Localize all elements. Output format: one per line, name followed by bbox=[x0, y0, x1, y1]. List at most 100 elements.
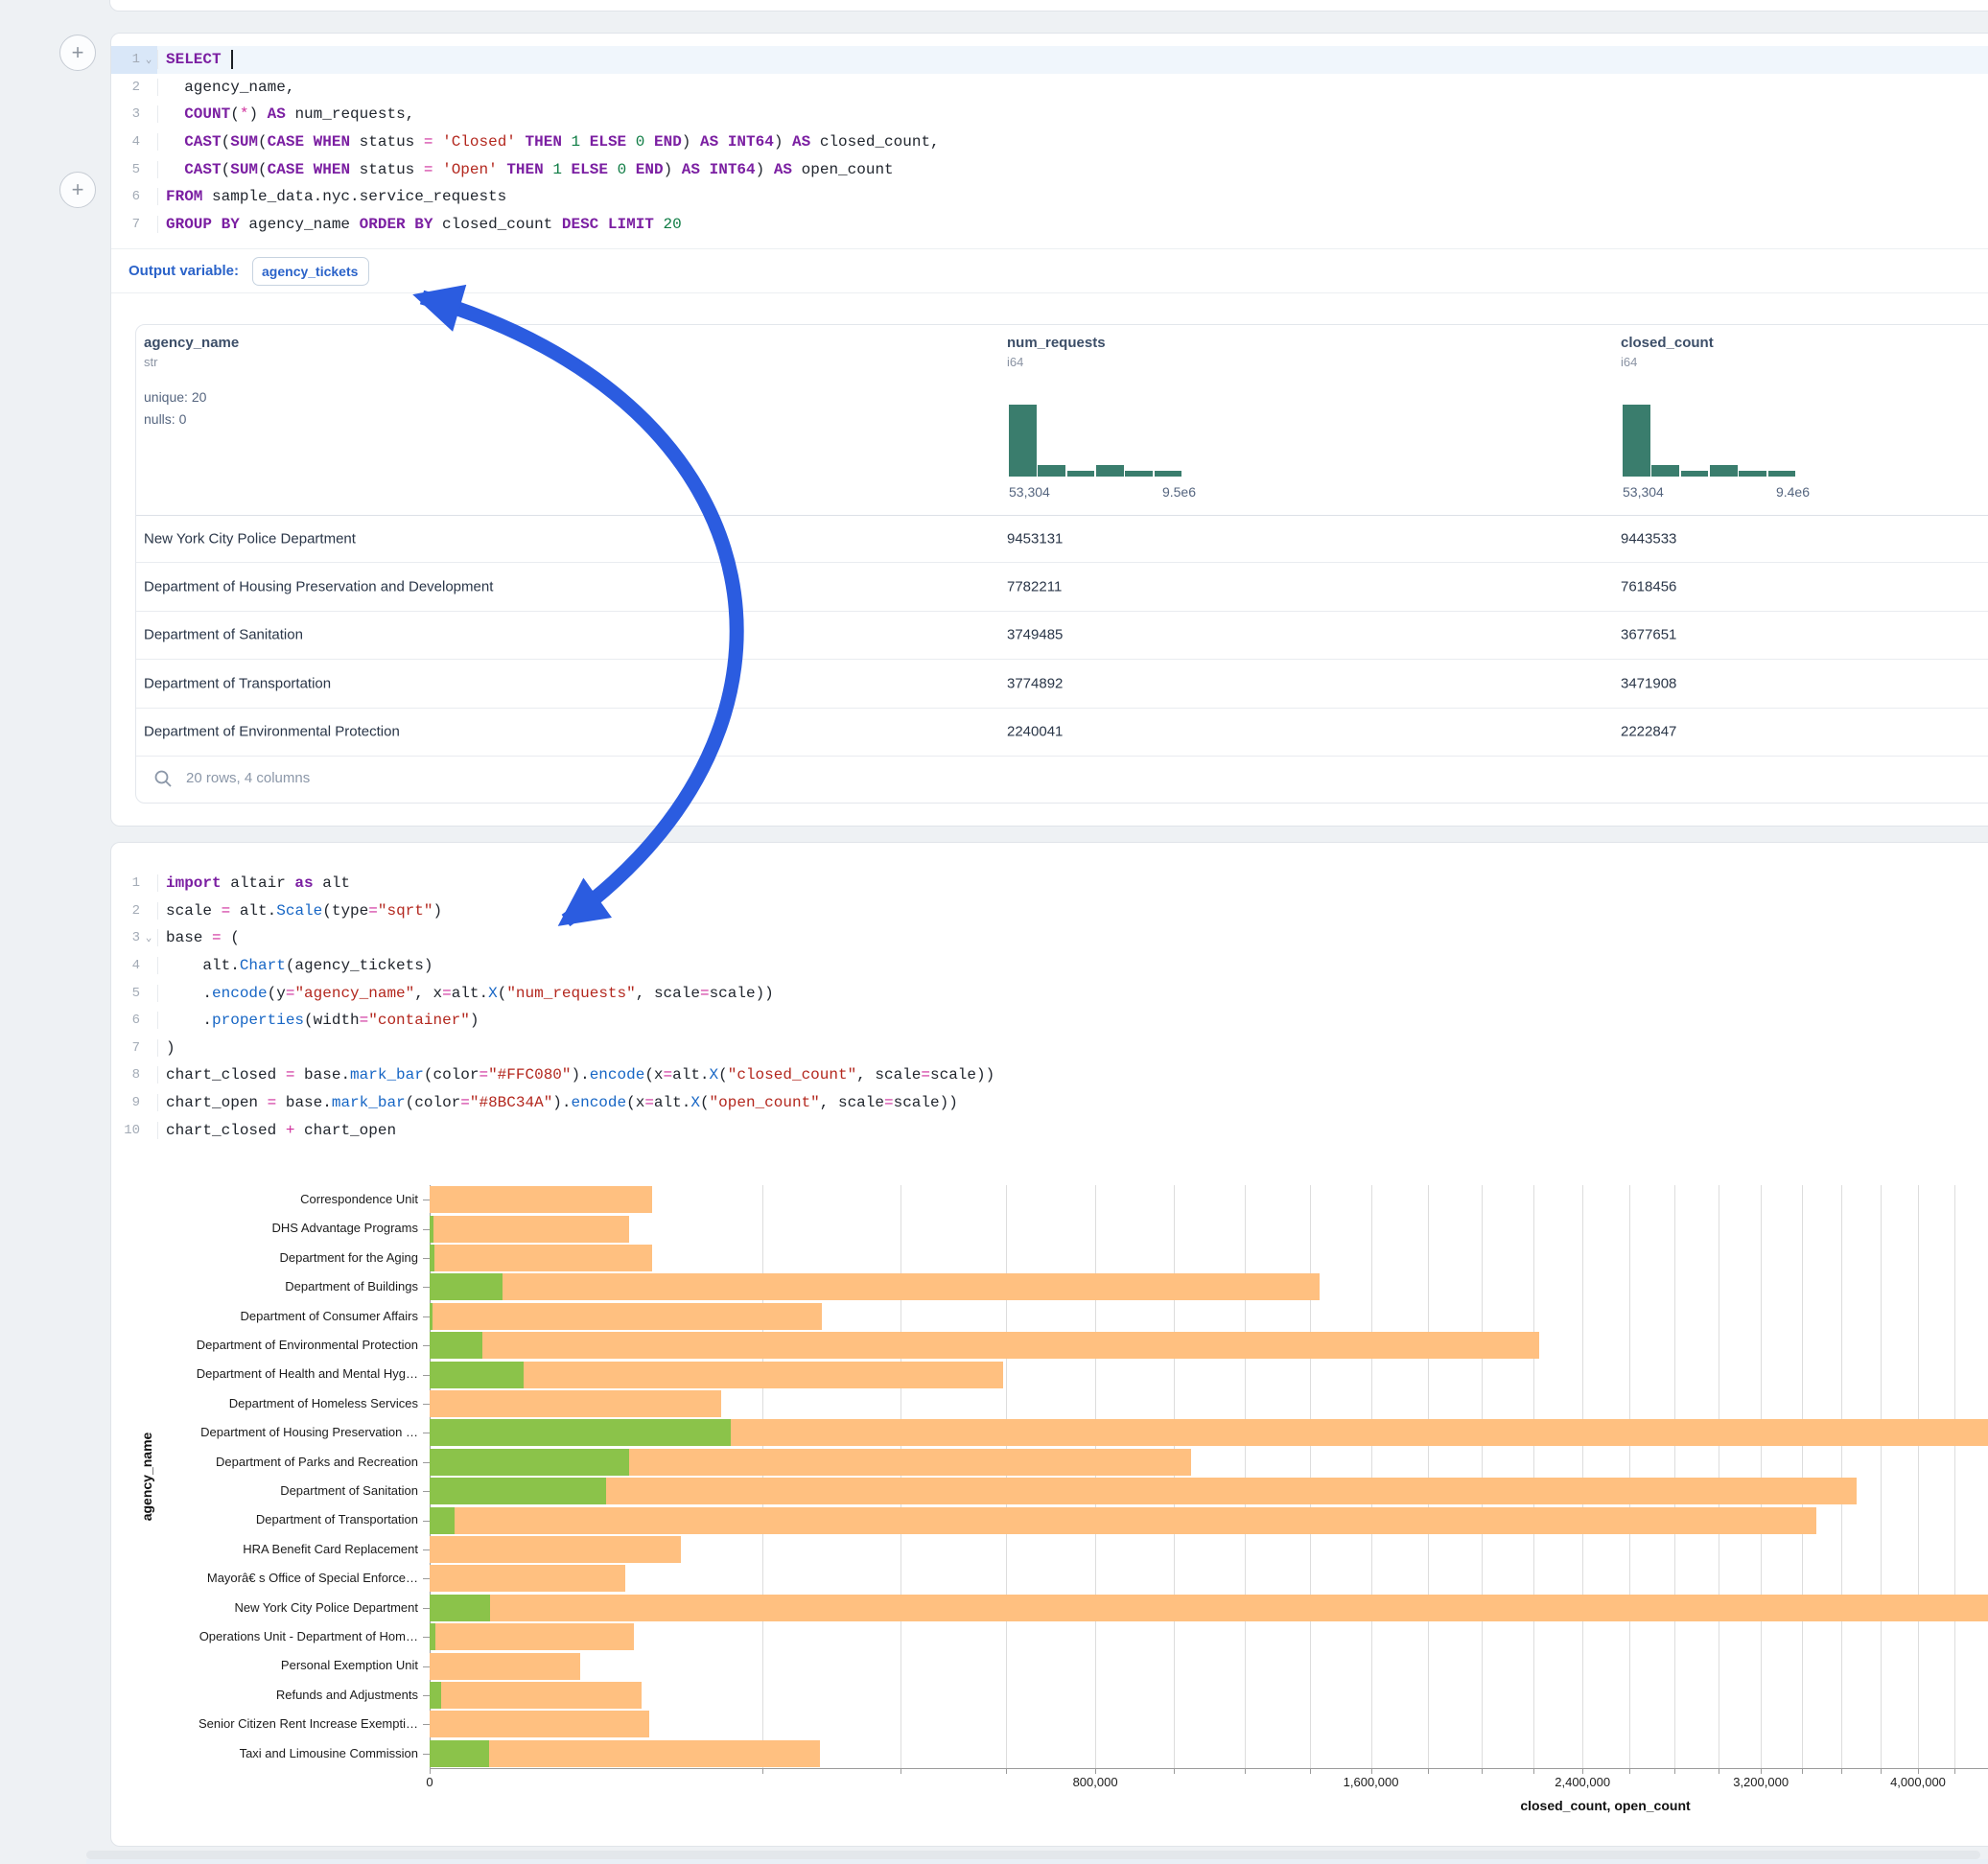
table-row[interactable]: Department of Environmental Protection22… bbox=[136, 709, 1988, 757]
x-axis-title: closed_count, open_count bbox=[1414, 1798, 1797, 1813]
fold-chevron-icon[interactable]: ⌄ bbox=[140, 53, 157, 66]
table-row[interactable]: Department of Housing Preservation and D… bbox=[136, 563, 1988, 611]
bar-open-count[interactable] bbox=[430, 1449, 629, 1476]
table-cell: 3471908 bbox=[1621, 675, 1676, 691]
bar-open-count[interactable] bbox=[430, 1623, 435, 1650]
line-number: 1 bbox=[111, 52, 140, 67]
line-number: 6 bbox=[111, 189, 140, 204]
bar-closed-count[interactable] bbox=[430, 1245, 652, 1271]
bar-open-count[interactable] bbox=[430, 1332, 482, 1359]
row-count-label: 20 rows, 4 columns bbox=[186, 770, 310, 786]
column-type: i64 bbox=[1621, 355, 1714, 369]
gridline bbox=[1533, 1185, 1534, 1768]
bar-open-count[interactable] bbox=[430, 1362, 524, 1388]
gridline bbox=[1428, 1185, 1429, 1768]
histogram-range: 53,3049.4e6 bbox=[1623, 484, 1810, 500]
table-cell: 7618456 bbox=[1621, 579, 1676, 595]
column-header-agency-name[interactable]: agency_name str unique: 20 nulls: 0 bbox=[144, 325, 239, 515]
bar-closed-count[interactable] bbox=[430, 1390, 721, 1417]
code-line[interactable]: 7GROUP BY agency_name ORDER BY closed_co… bbox=[111, 211, 1988, 239]
y-axis-tick bbox=[423, 1404, 430, 1405]
gridline bbox=[1582, 1185, 1583, 1768]
table-cell: New York City Police Department bbox=[144, 530, 356, 547]
gridline bbox=[1482, 1185, 1483, 1768]
bar-closed-count[interactable] bbox=[430, 1186, 652, 1213]
bar-closed-count[interactable] bbox=[430, 1565, 625, 1592]
histogram-closed-count bbox=[1623, 405, 1797, 477]
bar-open-count[interactable] bbox=[430, 1273, 503, 1300]
bar-open-count[interactable] bbox=[430, 1419, 731, 1446]
y-axis-label: Department of Parks and Recreation bbox=[111, 1448, 418, 1477]
code-line[interactable]: 3 COUNT(*) AS num_requests, bbox=[111, 101, 1988, 128]
search-icon[interactable] bbox=[153, 769, 173, 788]
add-cell-button[interactable]: + bbox=[59, 35, 96, 71]
table-row[interactable]: New York City Police Department 9453131 94… bbox=[136, 515, 1988, 563]
code-text: GROUP BY agency_name ORDER BY closed_cou… bbox=[157, 216, 682, 233]
code-line[interactable]: 4 CAST(SUM(CASE WHEN status = 'Closed' T… bbox=[111, 128, 1988, 156]
y-axis-line bbox=[430, 1185, 431, 1768]
y-axis-tick bbox=[423, 1229, 430, 1230]
bar-open-count[interactable] bbox=[430, 1216, 433, 1243]
y-axis-tick bbox=[423, 1375, 430, 1376]
gridline bbox=[1245, 1185, 1246, 1768]
y-axis-label: Correspondence Unit bbox=[111, 1185, 418, 1214]
bar-closed-count[interactable] bbox=[430, 1216, 629, 1243]
bar-open-count[interactable] bbox=[430, 1740, 489, 1767]
y-axis-tick bbox=[423, 1578, 430, 1579]
bar-closed-count[interactable] bbox=[430, 1273, 1320, 1300]
code-line[interactable]: 6FROM sample_data.nyc.service_requests bbox=[111, 183, 1988, 211]
bar-closed-count[interactable] bbox=[430, 1332, 1539, 1359]
column-name: agency_name bbox=[144, 335, 239, 351]
column-type: str bbox=[144, 355, 239, 369]
y-axis-tick bbox=[423, 1666, 430, 1667]
bar-closed-count[interactable] bbox=[430, 1507, 1816, 1534]
y-axis-label: Department of Sanitation bbox=[111, 1477, 418, 1505]
gridline bbox=[1954, 1185, 1955, 1768]
code-text: agency_name, bbox=[157, 79, 294, 96]
bar-open-count[interactable] bbox=[430, 1682, 441, 1709]
code-line[interactable]: 5 CAST(SUM(CASE WHEN status = 'Open' THE… bbox=[111, 155, 1988, 183]
code-line[interactable]: 1⌄SELECT bbox=[111, 46, 1988, 74]
bar-open-count[interactable] bbox=[430, 1303, 433, 1330]
bar-closed-count[interactable] bbox=[430, 1711, 649, 1737]
histogram-bar bbox=[1739, 471, 1766, 477]
y-axis-tick bbox=[423, 1549, 430, 1550]
bar-closed-count[interactable] bbox=[430, 1303, 822, 1330]
table-cell: 9443533 bbox=[1621, 530, 1676, 547]
gridline bbox=[1918, 1185, 1919, 1768]
table-row[interactable]: Department of Transportation377489234719… bbox=[136, 660, 1988, 708]
histogram-bar bbox=[1768, 471, 1796, 477]
y-axis-tick bbox=[423, 1695, 430, 1696]
column-name: num_requests bbox=[1007, 335, 1106, 351]
bar-closed-count[interactable] bbox=[430, 1623, 634, 1650]
y-axis-tick bbox=[423, 1521, 430, 1522]
y-axis-title: agency_name bbox=[139, 1433, 154, 1522]
sql-code-editor[interactable]: 1⌄SELECT 2 agency_name,3 COUNT(*) AS num… bbox=[111, 34, 1988, 238]
table-cell: Department of Transportation bbox=[144, 675, 331, 691]
x-axis-tick-label: 800,000 bbox=[1028, 1775, 1162, 1789]
bar-chart-output: Correspondence UnitDHS Advantage Program… bbox=[111, 843, 1988, 1846]
bar-closed-count[interactable] bbox=[430, 1536, 681, 1563]
table-cell: 9453131 bbox=[1007, 530, 1063, 547]
output-variable-input[interactable]: agency_tickets bbox=[252, 257, 369, 286]
y-axis-tick bbox=[423, 1287, 430, 1288]
y-axis-tick bbox=[423, 1462, 430, 1463]
bar-closed-count[interactable] bbox=[430, 1682, 642, 1709]
bar-open-count[interactable] bbox=[430, 1507, 455, 1534]
bar-closed-count[interactable] bbox=[430, 1653, 580, 1680]
code-line[interactable]: 2 agency_name, bbox=[111, 74, 1988, 102]
y-axis-label: Taxi and Limousine Commission bbox=[111, 1739, 418, 1768]
next-cell-edge bbox=[86, 1851, 1980, 1859]
bar-closed-count[interactable] bbox=[430, 1478, 1857, 1504]
table-cell: 3749485 bbox=[1007, 627, 1063, 643]
bar-open-count[interactable] bbox=[430, 1595, 490, 1621]
bar-open-count[interactable] bbox=[430, 1245, 434, 1271]
y-axis-label: Department of Housing Preservation … bbox=[111, 1418, 418, 1447]
x-axis-tick-label: 4,000,000 bbox=[1851, 1775, 1985, 1789]
table-row[interactable]: Department of Sanitation37494853677651 bbox=[136, 612, 1988, 660]
gridline bbox=[762, 1185, 763, 1768]
add-cell-button[interactable]: + bbox=[59, 172, 96, 208]
bar-open-count[interactable] bbox=[430, 1478, 606, 1504]
y-axis-tick bbox=[423, 1345, 430, 1346]
bar-closed-count[interactable] bbox=[430, 1595, 1988, 1621]
